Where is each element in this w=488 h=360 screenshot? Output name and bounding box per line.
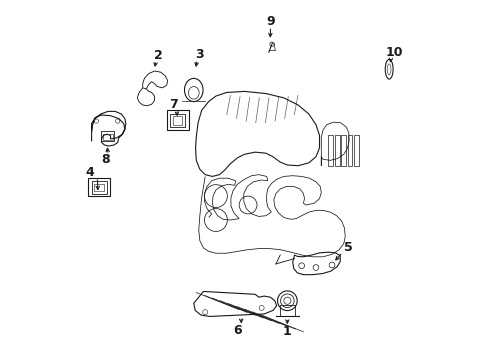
Text: 7: 7 xyxy=(169,99,178,112)
Bar xyxy=(102,134,112,140)
Bar xyxy=(88,178,110,196)
Bar xyxy=(347,135,352,166)
Bar xyxy=(334,135,339,166)
Text: 3: 3 xyxy=(195,48,204,61)
Text: 1: 1 xyxy=(283,325,291,338)
Bar xyxy=(280,305,294,316)
Text: 9: 9 xyxy=(266,14,274,27)
Text: 6: 6 xyxy=(233,324,241,337)
Bar xyxy=(353,135,358,166)
Bar xyxy=(341,135,345,166)
Bar xyxy=(170,113,185,127)
Bar xyxy=(166,111,188,130)
Text: 5: 5 xyxy=(343,241,352,255)
Text: 10: 10 xyxy=(385,46,403,59)
Bar xyxy=(173,116,182,125)
Text: 8: 8 xyxy=(102,153,110,166)
Text: 4: 4 xyxy=(85,166,94,179)
Bar xyxy=(94,184,103,192)
Text: 2: 2 xyxy=(153,49,162,62)
Bar xyxy=(328,135,332,166)
Bar xyxy=(91,181,106,194)
Bar xyxy=(101,131,114,141)
